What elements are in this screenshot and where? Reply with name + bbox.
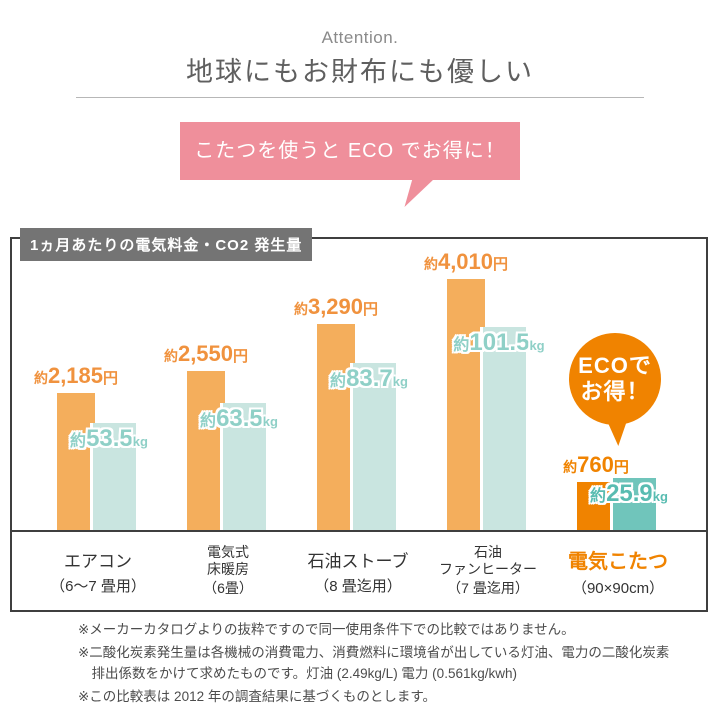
kg-unit: kg — [652, 489, 668, 504]
co2-value-label: 約101.5kg — [453, 329, 544, 357]
co2-number: 25.9 — [606, 480, 653, 507]
co2-bar — [480, 327, 526, 530]
price-number: 2,185 — [47, 363, 104, 388]
approx-prefix: 約 — [70, 433, 87, 450]
page-title: 地球にもお財布にも優しい — [186, 57, 534, 87]
speech-bubble: こたつを使うと ECO でお得に！ — [180, 122, 520, 180]
approx-prefix: 約 — [563, 459, 578, 475]
co2-bar — [610, 478, 656, 530]
price-value-label: 約2,185円 — [34, 363, 118, 389]
price-value-label: 約760円 — [563, 452, 629, 478]
co2-bar — [220, 403, 266, 530]
approx-prefix: 約 — [423, 256, 438, 272]
yen-unit: 円 — [103, 370, 119, 387]
kg-unit: kg — [262, 414, 278, 429]
price-bar — [187, 371, 225, 530]
category-label-line: 電気式 — [207, 543, 249, 560]
speech-bubble-tail — [404, 179, 434, 207]
category-label-line: ファンヒーター — [439, 560, 537, 577]
footnote: ※二酸化炭素発生量は各機械の消費電力、消費燃料に環境省が出している灯油、電力の二… — [78, 645, 670, 681]
yen-unit: 円 — [613, 459, 629, 476]
category-label-line: （6畳） — [203, 580, 253, 597]
category-label: 石油 ファンヒーター （7 畳迄用） — [408, 534, 568, 608]
category-label-line: エアコン — [64, 551, 132, 571]
co2-value-label: 約63.5kg — [200, 405, 278, 433]
chart-panel: 1ヵ月あたりの電気料金・CO2 発生量 約2,185円 約53.5kg 約2,550… — [10, 228, 708, 612]
price-bar — [57, 393, 95, 530]
category-label-line: 床暖房 — [207, 560, 249, 577]
footnote: ※この比較表は 2012 年の調査結果に基づくものとします。 — [78, 688, 436, 704]
co2-number: 53.5 — [86, 425, 133, 452]
price-number: 760 — [577, 452, 614, 477]
header-divider — [76, 97, 644, 98]
category-label-line: 石油 — [474, 543, 502, 560]
eco-badge: ECOで お得！ — [569, 333, 661, 425]
co2-value-label: 約25.9kg — [590, 480, 668, 508]
co2-value-label: 約83.7kg — [330, 365, 408, 393]
chart-title: 1ヵ月あたりの電気料金・CO2 発生量 — [20, 228, 313, 261]
category-label-line: （7 畳迄用） — [447, 580, 529, 597]
co2-number: 83.7 — [346, 365, 393, 392]
price-bar — [317, 324, 355, 530]
category-label-line: （6〜7 畳用） — [50, 577, 146, 595]
yen-unit: 円 — [363, 301, 379, 318]
co2-number: 101.5 — [469, 329, 530, 356]
eco-badge-tail — [607, 421, 627, 446]
category-label: エアコン （6〜7 畳用） — [18, 534, 178, 608]
approx-prefix: 約 — [590, 488, 607, 505]
kg-unit: kg — [529, 338, 545, 353]
approx-prefix: 約 — [200, 413, 217, 430]
price-value-label: 約2,550円 — [164, 341, 248, 367]
co2-bar — [90, 423, 136, 530]
co2-value-label: 約53.5kg — [70, 425, 148, 453]
price-number: 4,010 — [437, 249, 494, 274]
category-label-line: （90×90cm） — [571, 579, 665, 597]
price-bar — [577, 482, 615, 530]
price-number: 3,290 — [307, 294, 364, 319]
category-label: 電気式 床暖房 （6畳） — [148, 534, 308, 608]
price-value-label: 約4,010円 — [424, 249, 508, 275]
approx-prefix: 約 — [453, 337, 470, 354]
attention-label: Attention. — [321, 28, 399, 47]
kg-unit: kg — [392, 374, 408, 389]
price-value-label: 約3,290円 — [294, 294, 378, 320]
approx-prefix: 約 — [33, 370, 48, 386]
x-axis-line — [12, 530, 706, 532]
category-label: 電気こたつ （90×90cm） — [538, 534, 698, 608]
approx-prefix: 約 — [293, 301, 308, 317]
co2-bar — [350, 363, 396, 530]
yen-unit: 円 — [493, 256, 509, 273]
approx-prefix: 約 — [330, 373, 347, 390]
speech-bubble-text: こたつを使うと ECO でお得に！ — [194, 140, 506, 162]
yen-unit: 円 — [233, 348, 249, 365]
approx-prefix: 約 — [163, 348, 178, 364]
kg-unit: kg — [132, 434, 148, 449]
category-label-line: （8 畳迄用） — [314, 577, 402, 595]
co2-number: 63.5 — [216, 405, 263, 432]
category-label-line: 電気こたつ — [568, 550, 668, 573]
category-label: 石油ストーブ （8 畳迄用） — [278, 534, 438, 608]
footnotes: ※メーカーカタログよりの抜粋ですので同一使用条件下での比較ではありません。 ※二酸… — [78, 620, 674, 710]
footnote: ※メーカーカタログよりの抜粋ですので同一使用条件下での比較ではありません。 — [78, 622, 575, 637]
eco-badge-line2: お得！ — [580, 379, 650, 404]
category-label-line: 石油ストーブ — [307, 551, 409, 571]
eco-badge-line1: ECOで — [578, 352, 652, 378]
price-number: 2,550 — [177, 341, 234, 366]
price-bar — [447, 279, 485, 530]
